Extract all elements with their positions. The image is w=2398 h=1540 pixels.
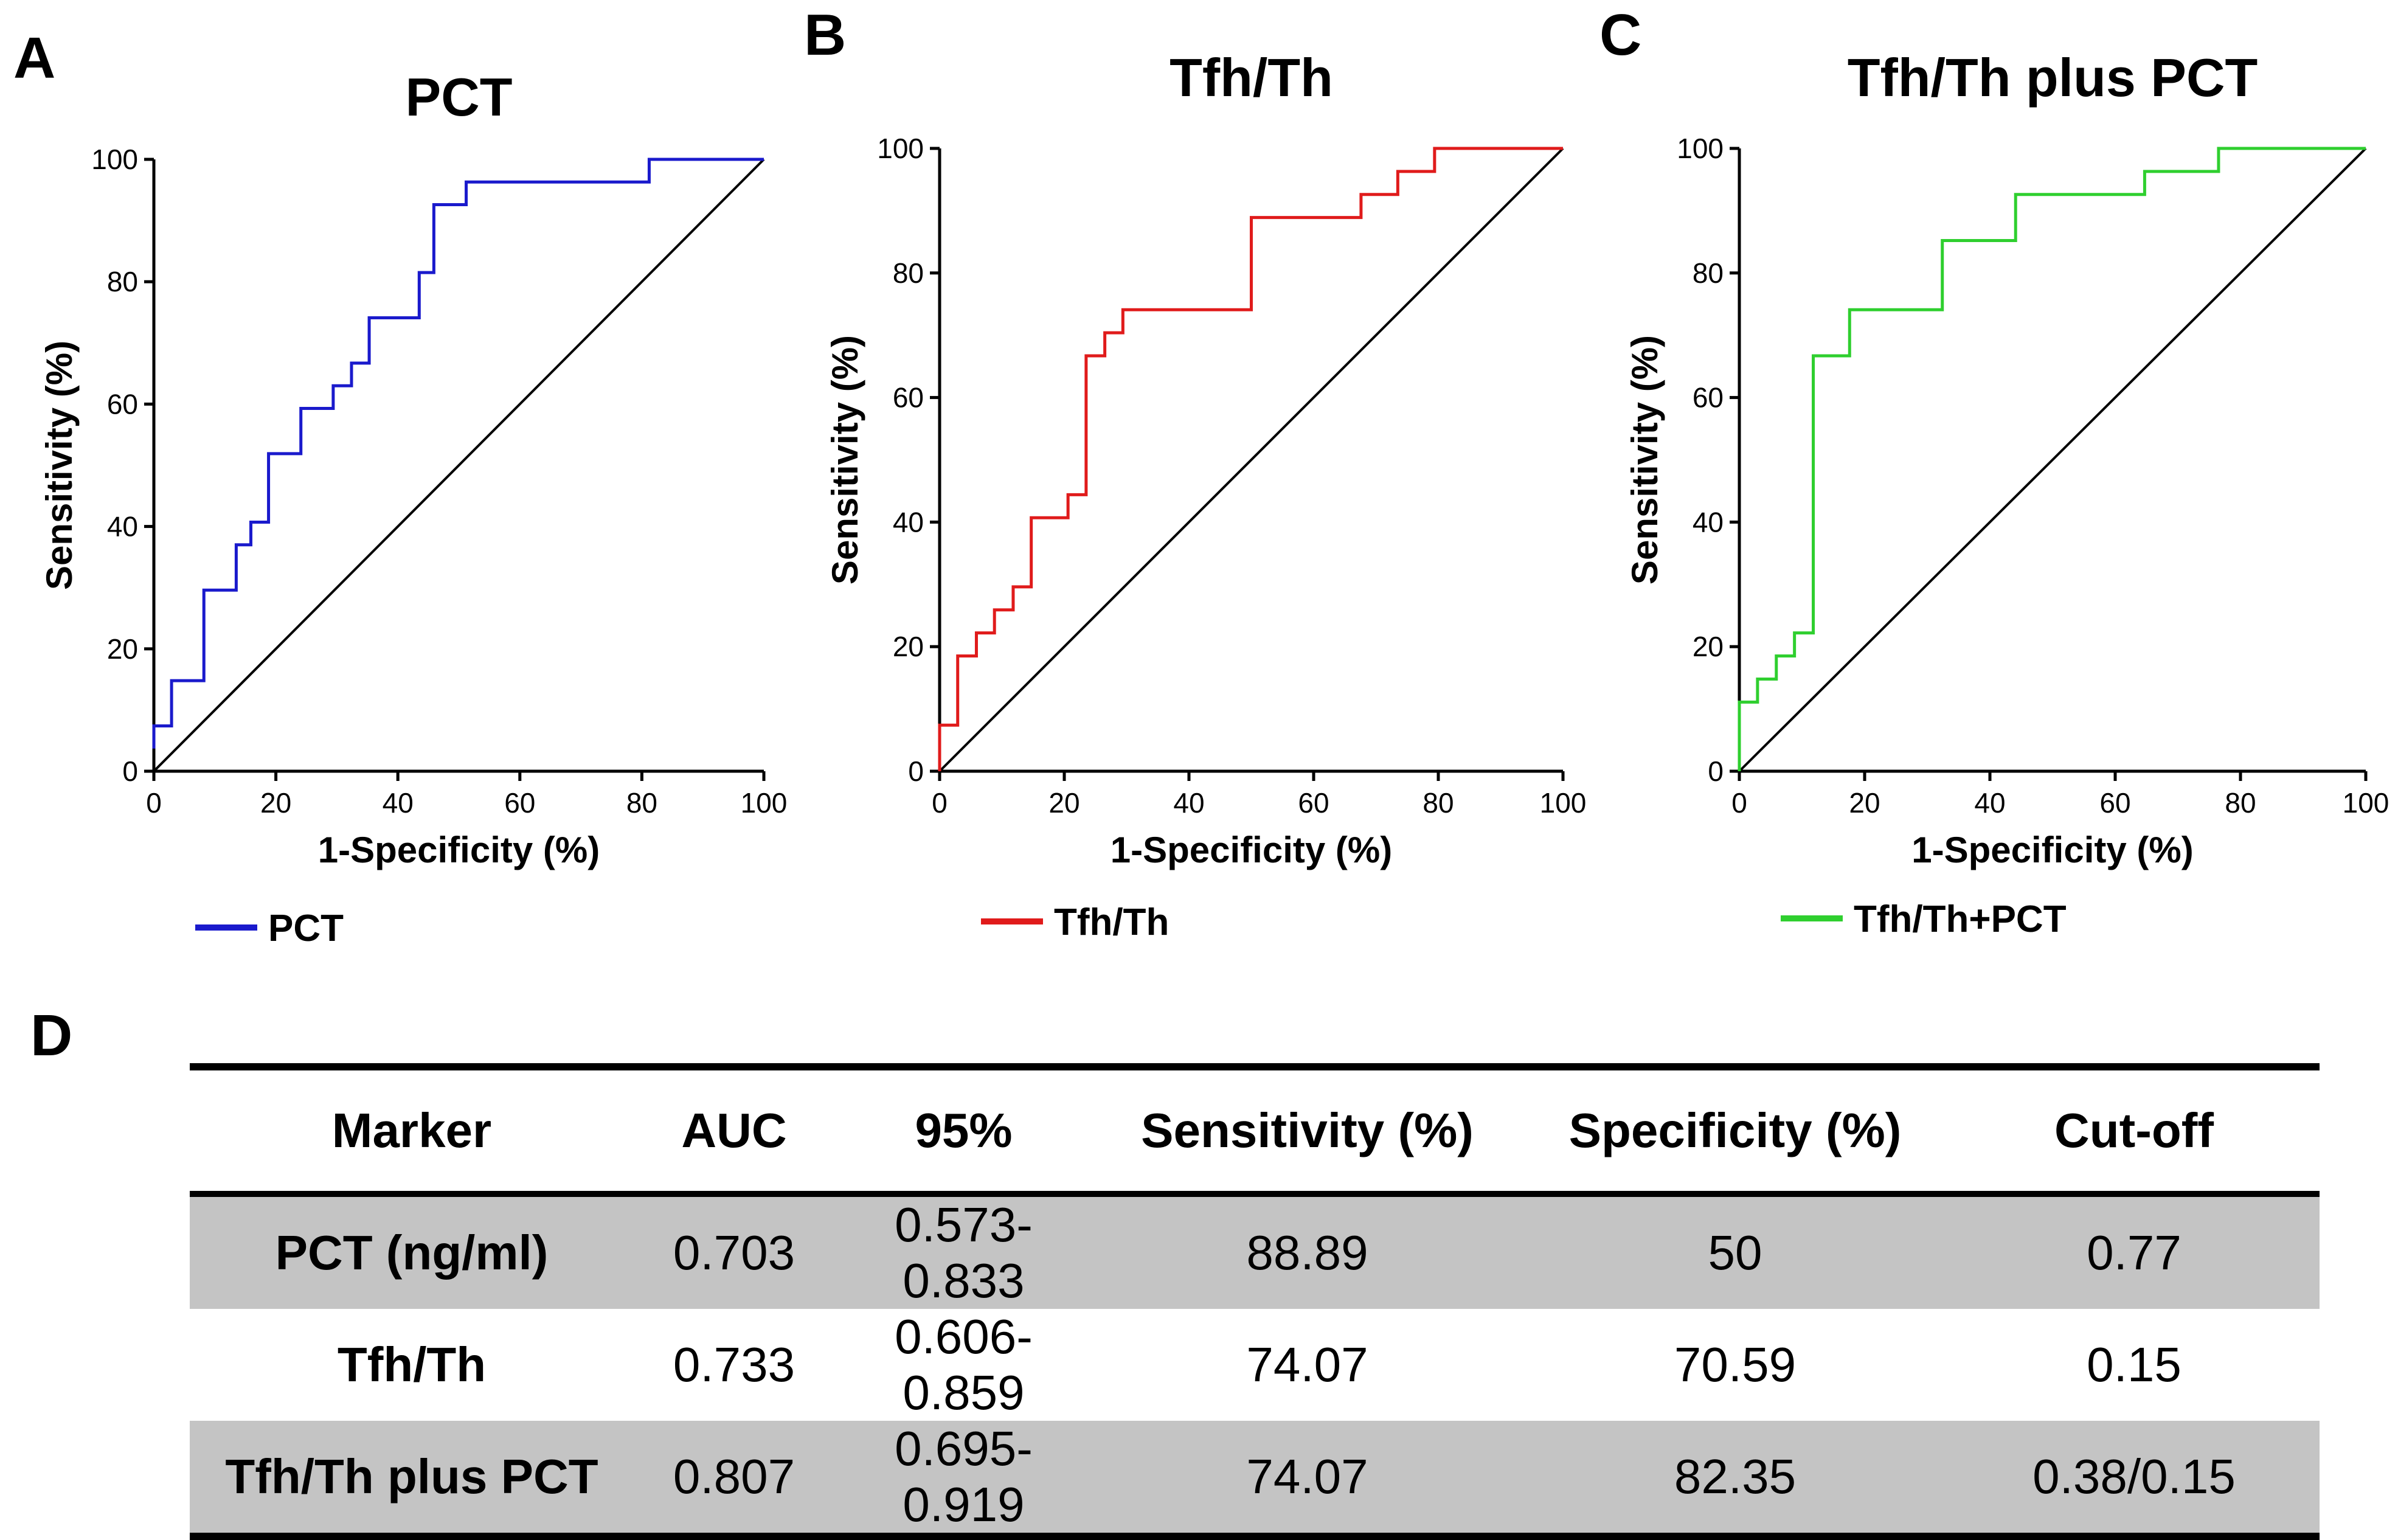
x-tick-label: 0 — [146, 787, 162, 819]
y-axis-label: Sensitivity (%) — [825, 335, 865, 584]
x-tick-label: 20 — [1849, 787, 1880, 819]
cell-cutoff: 0.15 — [2087, 1337, 2181, 1392]
y-tick-label: 100 — [1677, 133, 1724, 164]
x-tick-label: 20 — [260, 787, 291, 819]
y-tick-label: 20 — [893, 631, 924, 662]
cell-specificity: 50 — [1522, 1194, 1949, 1309]
x-axis-label: 1-Specificity (%) — [1111, 830, 1392, 870]
y-tick-label: 100 — [91, 144, 138, 175]
panel-letter-d: D — [30, 1003, 72, 1068]
roc-chart-b: 0 20 40 60 80 100 0 20 40 60 80 100 Tfh/Th 1-Specific… — [825, 47, 1586, 943]
y-tick-label: 40 — [107, 511, 138, 543]
y-axis-label: Sensitivity (%) — [39, 341, 80, 590]
y-tick-label: 0 — [1708, 755, 1724, 787]
chart-title: PCT — [406, 67, 513, 127]
x-tick-label: 100 — [741, 787, 788, 819]
roc-chart-c: 0 20 40 60 80 100 0 20 40 60 80 100 Tfh/Th plus PCT 1… — [1624, 47, 2389, 940]
x-tick-label: 80 — [2225, 787, 2256, 819]
table-row-tfh-th: Tfh/Th 0.733 0.606-0.859 74.07 70.59 0.1… — [190, 1309, 2320, 1421]
reference-diagonal-line — [153, 158, 765, 772]
y-tick-label: 80 — [893, 257, 924, 289]
x-tick-label: 60 — [504, 787, 535, 819]
roc-summary-table-panel: Marker AUC 95% Sensitivity (%) Specifici… — [190, 1063, 2320, 1540]
x-tick-label: 80 — [626, 787, 657, 819]
header-sensitivity: Sensitivity (%) — [1093, 1067, 1522, 1197]
cell-cutoff: 0.77 — [1949, 1194, 2320, 1309]
reference-diagonal-line — [938, 147, 1564, 772]
y-axis-label: Sensitivity (%) — [1624, 335, 1665, 584]
x-tick-label: 20 — [1048, 787, 1079, 819]
x-tick-label: 100 — [1540, 787, 1587, 819]
y-tick-label: 60 — [107, 388, 138, 420]
x-tick-label: 0 — [1731, 787, 1747, 819]
cell-specificity: 82.35 — [1522, 1421, 1949, 1536]
roc-chart-a: 0 20 40 60 80 100 0 20 40 60 80 100 PCT 1-Specificity… — [39, 67, 787, 949]
y-tick-label: 40 — [893, 506, 924, 538]
chart-title: Tfh/Th plus PCT — [1848, 47, 2258, 108]
panel-letter-a: A — [13, 26, 55, 91]
y-tick-label: 100 — [877, 133, 924, 164]
cell-marker: PCT (ng/ml) — [190, 1194, 634, 1309]
legend-label: Tfh/Th+PCT — [1854, 898, 2067, 940]
table-header-row: Marker AUC 95% Sensitivity (%) Specifici… — [190, 1067, 2320, 1197]
table-row-tfh-th-plus-pct: Tfh/Th plus PCT 0.807 0.695-0.919 74.07 … — [190, 1421, 2320, 1536]
x-tick-label: 40 — [1173, 787, 1204, 819]
cell-marker: Tfh/Th plus PCT — [190, 1421, 634, 1536]
cell-sensitivity: 74.07 — [1093, 1421, 1522, 1536]
chart-title: Tfh/Th — [1170, 47, 1333, 108]
legend-label: PCT — [268, 907, 344, 949]
cell-auc: 0.703 — [634, 1194, 834, 1309]
roc-curve-line — [152, 158, 764, 749]
cell-sensitivity: 88.89 — [1093, 1194, 1522, 1309]
x-tick-label: 0 — [932, 787, 948, 819]
x-axis-label: 1-Specificity (%) — [1911, 830, 2193, 870]
roc-summary-table: Marker AUC 95% Sensitivity (%) Specifici… — [190, 1063, 2320, 1540]
header-specificity: Specificity (%) — [1522, 1067, 1949, 1197]
header-cutoff: Cut-off — [1949, 1067, 2320, 1197]
x-tick-label: 40 — [1974, 787, 2005, 819]
cell-ci: 0.695-0.919 — [834, 1421, 1093, 1536]
x-tick-label: 100 — [2343, 787, 2389, 819]
y-tick-label: 0 — [908, 755, 924, 787]
cell-auc: 0.733 — [673, 1337, 795, 1392]
x-tick-label: 40 — [383, 787, 414, 819]
panel-letter-b: B — [804, 2, 846, 68]
cell-cutoff: 0.38/0.15 — [1949, 1421, 2320, 1536]
cell-marker: Tfh/Th — [337, 1337, 487, 1392]
y-tick-label: 20 — [1693, 631, 1724, 662]
y-tick-label: 60 — [1693, 382, 1724, 414]
y-tick-label: 80 — [107, 266, 138, 297]
y-tick-label: 60 — [893, 382, 924, 414]
y-tick-label: 20 — [107, 633, 138, 665]
header-auc: AUC — [634, 1067, 834, 1197]
header-marker: Marker — [190, 1067, 634, 1197]
y-tick-label: 40 — [1693, 506, 1724, 538]
x-axis-label: 1-Specificity (%) — [318, 830, 600, 870]
x-tick-label: 60 — [1298, 787, 1329, 819]
cell-auc: 0.807 — [634, 1421, 834, 1536]
panel-letter-c: C — [1599, 2, 1641, 68]
y-tick-label: 0 — [122, 755, 138, 787]
cell-ci: 0.606-0.859 — [895, 1309, 1033, 1420]
x-tick-label: 80 — [1423, 787, 1454, 819]
cell-ci: 0.573-0.833 — [834, 1194, 1093, 1309]
x-tick-label: 60 — [2099, 787, 2130, 819]
cell-sensitivity: 74.07 — [1246, 1337, 1368, 1392]
reference-diagonal-line — [1738, 147, 2367, 772]
y-tick-label: 80 — [1693, 257, 1724, 289]
table-row-pct: PCT (ng/ml) 0.703 0.573-0.833 88.89 50 0… — [190, 1194, 2320, 1309]
roc-curve-line — [938, 147, 1563, 771]
legend-label: Tfh/Th — [1054, 901, 1169, 943]
cell-specificity: 70.59 — [1674, 1337, 1797, 1392]
roc-curve-line — [1738, 147, 2366, 771]
header-ci: 95% — [834, 1067, 1093, 1197]
